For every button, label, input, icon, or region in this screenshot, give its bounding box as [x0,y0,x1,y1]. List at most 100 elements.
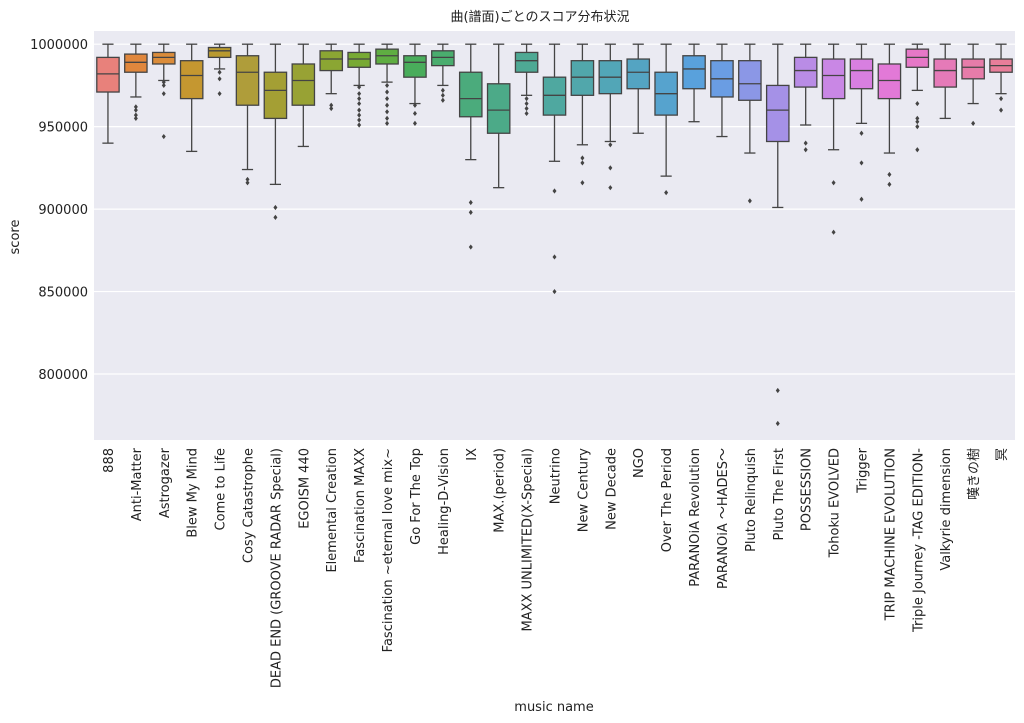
box [124,53,148,73]
x-tick-label: Fascination ~eternal love mix~ [381,448,396,652]
outlier-point [915,100,920,107]
box-group [682,43,706,123]
box-group [849,43,874,202]
outlier-point [524,96,529,102]
box [263,71,288,120]
x-tick-label: MAX.(period) [493,448,508,533]
outlier-point [412,120,417,126]
x-tick-label: New Decade [604,448,619,530]
outlier-point [580,155,585,161]
box-group [821,43,846,235]
outlier-point [245,176,250,183]
box-group [961,43,985,126]
outlier-point [440,87,445,93]
x-tick-label: 冥 [995,448,1010,461]
x-tick-label: Elemental Creation [325,448,340,573]
outlier-point [133,115,138,122]
box-group [207,43,232,97]
outlier-point [217,76,222,82]
outlier-point [971,120,976,126]
outlier-point [161,133,166,140]
x-tick-label: Pluto Relinquish [744,448,759,552]
box [179,60,204,100]
box [933,58,958,88]
outlier-point [217,69,222,75]
x-tick-label: Valkyrie dimension [939,448,954,571]
x-tick-label: Neutrino [549,448,564,504]
box-group [96,43,120,144]
x-tick-label: NGO [632,448,647,478]
box [319,50,344,72]
outlier-point [915,119,920,125]
x-tick-label: 888 [102,448,117,473]
x-tick-label: Blew My Mind [186,448,201,538]
x-tick-label: Over The Period [660,448,675,552]
outlier-point [524,105,529,112]
box-group [291,43,316,148]
outlier-point [133,104,138,110]
outlier-point [524,100,529,107]
chart-title: 曲(譜面)ごとのスコア分布状況 [450,9,629,25]
outlier-point [552,288,557,295]
outlier-point [608,185,613,191]
outlier-point [915,147,920,153]
box-group [598,43,623,191]
outlier-point [580,180,585,186]
x-tick-label: Healing-D-Vision [437,448,452,555]
box-group [347,43,371,128]
outlier-point [385,102,390,108]
outlier-point [357,122,362,128]
box-group [570,43,595,186]
x-tick-label: Come to Life [214,448,229,530]
outlier-point [357,84,362,90]
outlier-point [831,180,836,186]
y-tick-label: 1000000 [30,38,88,53]
outlier-point [412,102,417,108]
outlier-point [524,110,529,117]
box [738,60,762,101]
outlier-point [385,115,390,122]
box [765,84,790,143]
outlier-point [245,180,250,186]
box-group [710,43,734,138]
box [849,58,874,90]
boxes [96,43,1013,427]
outlier-point [915,115,920,122]
box-group [793,43,818,153]
y-tick-label: 900000 [38,203,88,218]
outlier-point [385,89,390,95]
outlier-point [803,147,808,153]
outlier-point [608,165,613,171]
x-tick-label: IX [465,448,480,461]
box [403,55,427,78]
box [96,56,120,93]
outlier-point [999,96,1004,102]
box [514,51,539,73]
box [570,60,595,96]
x-tick-label: PARANOiA ～HADES～ [716,448,731,589]
box [486,83,511,134]
box [375,48,399,65]
outlier-point [273,204,278,211]
y-tick-label: 800000 [38,368,88,383]
box [682,55,706,90]
outlier-point [329,102,334,108]
x-tick-label: DEAD END (GROOVE RADAR Special) [269,448,284,688]
x-tick-label: PARANOiA Revolution [688,448,703,587]
box-group [738,43,762,204]
box [431,50,455,67]
outlier-point [385,109,390,115]
outlier-point [468,209,473,216]
outlier-point [412,110,417,117]
outlier-point [357,96,362,102]
box-group [235,43,260,186]
x-tick-label: Pluto The First [772,448,787,541]
outlier-point [859,196,864,202]
box [207,46,232,59]
box [347,51,371,68]
x-tick-label: Anti-Matter [130,447,145,521]
x-tick-label: MAXX UNLIMITED(X-Special) [521,448,536,632]
outlier-point [775,420,780,427]
box-group [431,43,455,103]
x-tick-label: 嘆きの樹 [967,448,982,500]
